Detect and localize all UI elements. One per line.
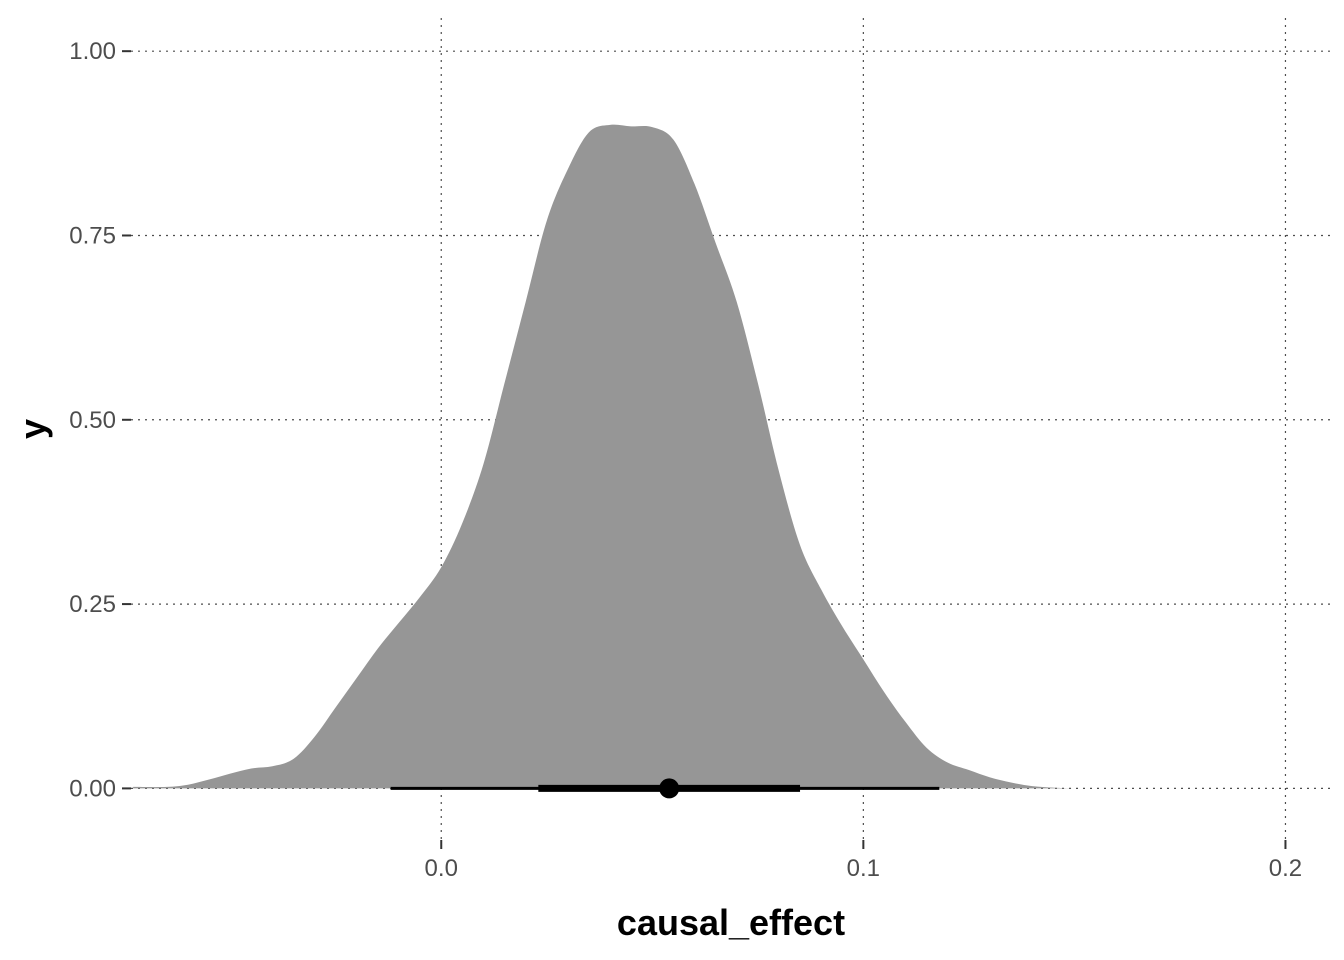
x-tick-label: 0.1 (847, 855, 880, 882)
y-tick-label: 1.00 (69, 38, 116, 65)
y-tick-label: 0.50 (69, 407, 116, 434)
point-estimate (659, 778, 680, 799)
point-interval (390, 778, 940, 799)
x-axis: 0.0 0.1 0.2 (425, 840, 1302, 882)
y-axis: 0.00 0.25 0.50 0.75 1.00 (69, 38, 131, 802)
density-area (133, 124, 1286, 789)
y-tick-label: 0.75 (69, 222, 116, 249)
x-tick-label: 0.2 (1269, 855, 1302, 882)
y-tick-label: 0.00 (69, 775, 116, 802)
x-axis-title: causal_effect (617, 902, 845, 943)
x-tick-label: 0.0 (425, 855, 458, 882)
density-area-layer (133, 124, 1286, 789)
y-axis-title: y (12, 419, 53, 439)
y-tick-label: 0.25 (69, 591, 116, 618)
